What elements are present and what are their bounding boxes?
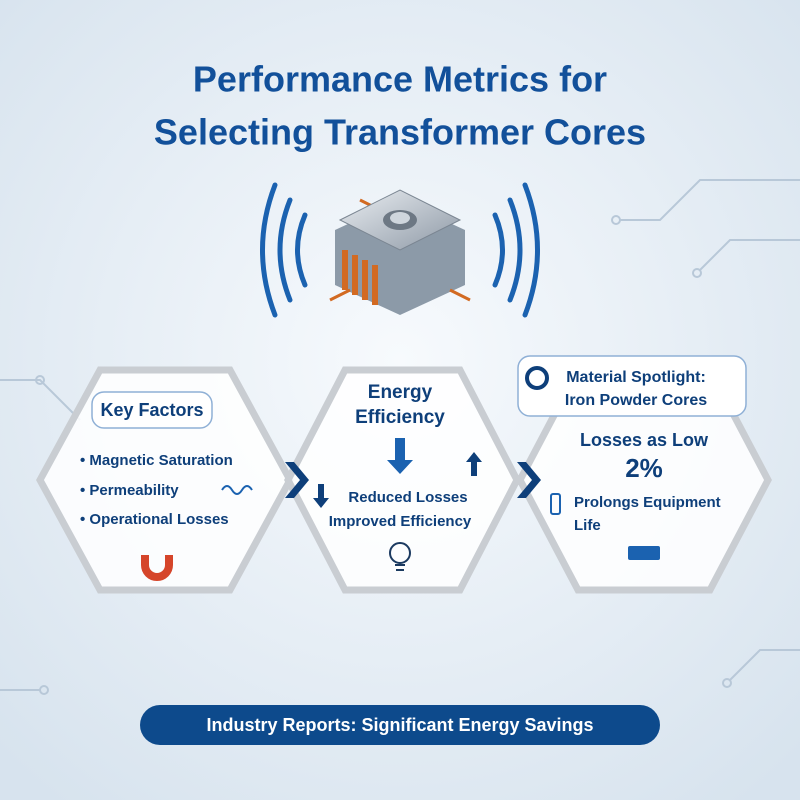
panel-line: Losses as Low (580, 430, 709, 450)
item-text: Operational Losses (89, 511, 228, 528)
loss-value: 2% (625, 453, 663, 483)
panel-heading: Key Factors (100, 400, 203, 420)
panel-heading: Energy (368, 382, 433, 403)
footer-text: Industry Reports: Significant Energy Sav… (206, 715, 593, 735)
gear-icon (525, 366, 549, 390)
note-line: Prolongs Equipment (574, 494, 721, 511)
battery-icon (628, 546, 660, 560)
magnet-icon (141, 555, 173, 581)
transformer-icon (260, 182, 540, 318)
bullet-item: • Operational Losses (80, 511, 229, 528)
circuit-decoration (0, 179, 800, 695)
title-line: Performance Metrics for (193, 59, 607, 100)
spotlight-badge (517, 355, 747, 417)
panel-line: Reduced Losses (348, 489, 467, 506)
bulb-icon (389, 542, 411, 571)
heading-badge (91, 391, 213, 429)
badge-line: Iron Powder Cores (565, 392, 707, 409)
item-text: Permeability (89, 482, 179, 499)
item-text: Magnetic Saturation (89, 452, 232, 469)
chevron (517, 462, 541, 498)
arrow-up (466, 452, 482, 476)
wave-icon (221, 485, 253, 495)
arrow-down (313, 484, 329, 508)
panel-heading: Efficiency (355, 407, 445, 428)
note-line: Life (574, 517, 601, 534)
chevron (285, 462, 309, 498)
badge-line: Material Spotlight: (566, 369, 706, 386)
arrow-down (387, 438, 413, 474)
footer-banner (140, 705, 660, 745)
battery-icon (550, 493, 561, 515)
title-line: Selecting Transformer Cores (154, 112, 646, 153)
bullet-item: • Permeability (80, 482, 179, 499)
panel-line: Improved Efficiency (329, 513, 472, 530)
bullet-item: • Magnetic Saturation (80, 452, 233, 469)
